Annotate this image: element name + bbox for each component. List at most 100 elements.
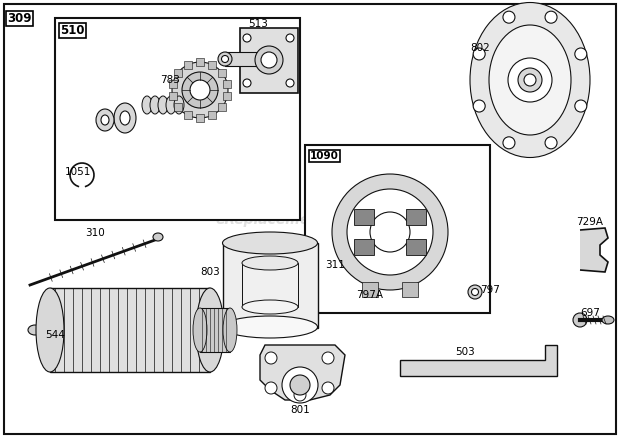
Text: eReplacementParts.com: eReplacementParts.com bbox=[216, 213, 404, 227]
Text: 803: 803 bbox=[200, 267, 220, 277]
Bar bbox=[223, 243, 318, 328]
Ellipse shape bbox=[193, 308, 207, 352]
Polygon shape bbox=[580, 228, 608, 272]
Circle shape bbox=[265, 382, 277, 394]
Bar bbox=[196, 114, 204, 122]
Text: 544: 544 bbox=[45, 330, 65, 340]
Circle shape bbox=[370, 212, 410, 252]
Bar bbox=[406, 209, 426, 225]
Ellipse shape bbox=[242, 300, 298, 314]
Circle shape bbox=[503, 11, 515, 23]
Ellipse shape bbox=[242, 256, 298, 270]
Circle shape bbox=[290, 375, 310, 395]
Text: 797A: 797A bbox=[356, 290, 384, 300]
Text: 801: 801 bbox=[290, 405, 310, 415]
Bar bbox=[218, 103, 226, 111]
Ellipse shape bbox=[96, 109, 114, 131]
Text: 309: 309 bbox=[7, 12, 32, 25]
Circle shape bbox=[286, 79, 294, 87]
Circle shape bbox=[545, 11, 557, 23]
Bar bbox=[184, 61, 192, 69]
Bar bbox=[55, 18, 300, 220]
Circle shape bbox=[473, 100, 485, 112]
Text: 510: 510 bbox=[60, 24, 84, 37]
Ellipse shape bbox=[28, 325, 42, 335]
Circle shape bbox=[471, 289, 479, 296]
Bar bbox=[50, 288, 210, 372]
Ellipse shape bbox=[223, 316, 317, 338]
Circle shape bbox=[322, 352, 334, 364]
Circle shape bbox=[243, 34, 251, 42]
Bar bbox=[354, 209, 374, 225]
Text: 729A: 729A bbox=[577, 217, 603, 227]
Circle shape bbox=[545, 137, 557, 149]
Circle shape bbox=[172, 62, 228, 118]
Text: 310: 310 bbox=[85, 228, 105, 238]
Bar bbox=[223, 92, 231, 100]
Circle shape bbox=[503, 137, 515, 149]
Bar bbox=[208, 61, 216, 69]
Ellipse shape bbox=[221, 56, 229, 63]
Circle shape bbox=[468, 285, 482, 299]
Bar bbox=[402, 282, 418, 297]
Bar bbox=[406, 239, 426, 255]
Ellipse shape bbox=[153, 233, 163, 241]
Polygon shape bbox=[400, 345, 557, 376]
Text: 1051: 1051 bbox=[65, 167, 91, 177]
Ellipse shape bbox=[223, 308, 237, 352]
Circle shape bbox=[286, 34, 294, 42]
Bar bbox=[240, 28, 298, 93]
Bar bbox=[174, 103, 182, 111]
Ellipse shape bbox=[218, 52, 232, 66]
Bar bbox=[225, 52, 270, 66]
Bar bbox=[169, 92, 177, 100]
Circle shape bbox=[575, 100, 587, 112]
Circle shape bbox=[282, 367, 318, 403]
Ellipse shape bbox=[261, 52, 277, 68]
Bar bbox=[208, 111, 216, 119]
Ellipse shape bbox=[255, 46, 283, 74]
Wedge shape bbox=[332, 174, 448, 290]
Bar bbox=[169, 80, 177, 88]
Ellipse shape bbox=[196, 288, 224, 372]
Circle shape bbox=[182, 72, 218, 108]
Bar bbox=[200, 308, 230, 352]
Circle shape bbox=[524, 74, 536, 86]
Ellipse shape bbox=[223, 232, 317, 254]
Ellipse shape bbox=[602, 316, 614, 324]
Bar bbox=[362, 282, 378, 297]
Text: 697: 697 bbox=[580, 308, 600, 318]
Text: 797: 797 bbox=[480, 285, 500, 295]
Text: 802: 802 bbox=[470, 43, 490, 53]
Ellipse shape bbox=[150, 96, 160, 114]
Ellipse shape bbox=[120, 111, 130, 125]
Ellipse shape bbox=[142, 96, 152, 114]
Circle shape bbox=[190, 80, 210, 100]
Ellipse shape bbox=[114, 103, 136, 133]
Ellipse shape bbox=[174, 96, 184, 114]
Text: 783: 783 bbox=[160, 75, 180, 85]
Text: 1090: 1090 bbox=[310, 151, 339, 161]
Circle shape bbox=[294, 389, 306, 401]
Ellipse shape bbox=[166, 96, 176, 114]
Ellipse shape bbox=[470, 3, 590, 158]
Circle shape bbox=[473, 48, 485, 60]
Text: 513: 513 bbox=[248, 19, 268, 29]
Text: 503: 503 bbox=[455, 347, 475, 357]
Circle shape bbox=[575, 48, 587, 60]
Bar bbox=[305, 145, 490, 313]
Bar bbox=[196, 58, 204, 66]
Circle shape bbox=[573, 313, 587, 327]
Circle shape bbox=[518, 68, 542, 92]
Circle shape bbox=[243, 79, 251, 87]
Ellipse shape bbox=[36, 288, 64, 372]
Bar bbox=[184, 111, 192, 119]
Text: 311: 311 bbox=[325, 260, 345, 270]
Bar bbox=[223, 80, 231, 88]
Ellipse shape bbox=[489, 25, 571, 135]
Bar bbox=[354, 239, 374, 255]
Ellipse shape bbox=[101, 115, 109, 125]
Circle shape bbox=[508, 58, 552, 102]
Circle shape bbox=[265, 352, 277, 364]
Bar bbox=[218, 68, 226, 77]
